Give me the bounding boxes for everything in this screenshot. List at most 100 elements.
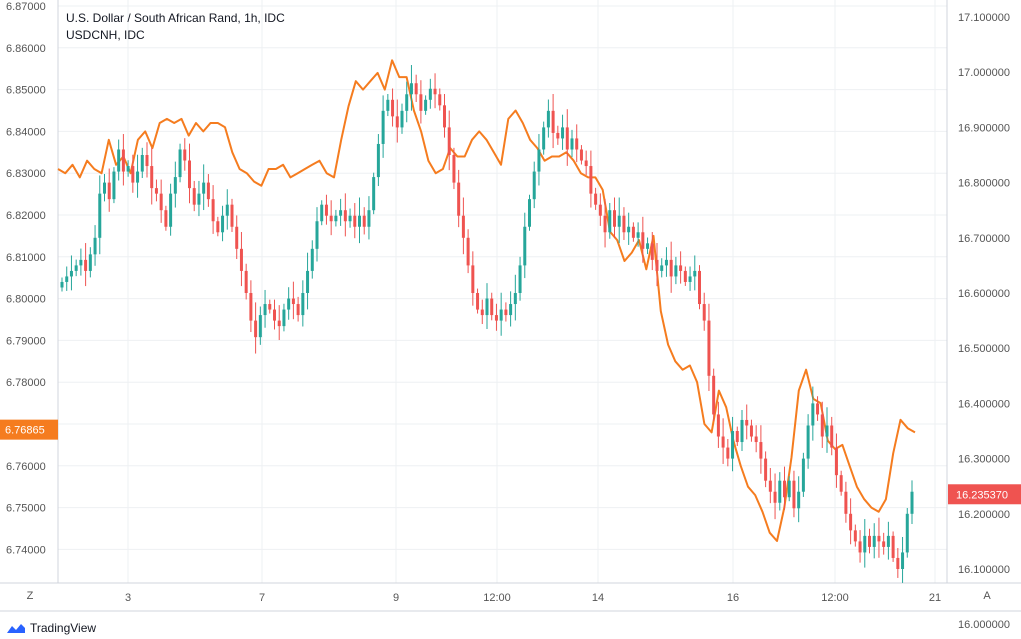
- right-tick-label: 16.700000: [958, 233, 1010, 245]
- candle-body: [438, 94, 442, 106]
- candle-body: [896, 557, 900, 569]
- candle-body: [84, 259, 88, 271]
- candle-body: [735, 431, 739, 443]
- candle-body: [235, 226, 239, 249]
- candle-body: [343, 210, 347, 222]
- candle-body: [504, 309, 508, 316]
- left-last-value-label: 6.76865: [5, 425, 45, 437]
- candle-body: [452, 155, 456, 183]
- right-tick-label: 16.400000: [958, 398, 1010, 410]
- candle-body: [693, 270, 697, 277]
- candle-body: [216, 221, 220, 233]
- chart-title: U.S. Dollar / South African Rand, 1h, ID…: [66, 11, 285, 25]
- candle-body: [759, 442, 763, 459]
- candle-body: [561, 127, 565, 139]
- candle-body: [683, 270, 687, 282]
- candle-body: [575, 138, 579, 150]
- candle-body: [664, 259, 668, 266]
- right-price-axis[interactable]: 17.100000 17.000000 16.900000 16.800000 16.7…: [958, 12, 1010, 631]
- candle-body: [636, 232, 640, 238]
- left-tick-label: 6.81000: [6, 252, 46, 264]
- candle-body: [494, 315, 498, 321]
- left-tick-label: 6.76000: [6, 461, 46, 473]
- left-axis-auto-button[interactable]: Z: [26, 590, 34, 602]
- candle-body: [471, 265, 475, 293]
- candle-body: [206, 182, 210, 200]
- candle-body: [74, 265, 78, 271]
- candle-body: [660, 265, 664, 271]
- time-axis[interactable]: 3 7 9 12:00 14 16 12:00 21: [125, 592, 941, 604]
- candle-body: [844, 491, 848, 514]
- candle-body: [485, 298, 489, 316]
- left-tick-label: 6.87000: [6, 1, 46, 13]
- candle-body: [447, 127, 451, 155]
- candle-body: [570, 138, 574, 150]
- candle-body: [754, 436, 758, 443]
- candle-body: [282, 309, 286, 327]
- candle-body: [367, 210, 371, 227]
- candle-body: [287, 298, 291, 310]
- candle-body: [131, 166, 135, 183]
- candle-body: [306, 270, 310, 293]
- candle-body: [358, 215, 361, 227]
- candle-body: [315, 221, 319, 249]
- candle-body: [773, 491, 777, 503]
- x-tick-label: 16: [727, 592, 739, 604]
- candle-body: [164, 210, 168, 227]
- candle-body: [334, 215, 338, 222]
- candle-body: [532, 171, 536, 200]
- left-tick-label: 6.75000: [6, 503, 46, 515]
- right-axis-auto-button[interactable]: A: [983, 590, 991, 602]
- candle-body: [863, 535, 867, 553]
- left-price-axis[interactable]: 6.87000 6.86000 6.85000 6.84000 6.83000 6.820…: [6, 1, 46, 556]
- chart-grid: [58, 0, 947, 583]
- candle-body: [778, 480, 782, 503]
- candle-body: [811, 403, 815, 426]
- right-tick-label: 16.200000: [958, 509, 1010, 521]
- candle-body: [707, 320, 711, 376]
- candle-body: [296, 304, 300, 316]
- candle-body: [617, 215, 621, 227]
- right-last-value-label: 16.235370: [956, 489, 1008, 501]
- candle-body: [669, 259, 673, 277]
- usdzar-candles: [60, 65, 914, 583]
- candle-body: [273, 309, 276, 321]
- candle-body: [806, 425, 810, 459]
- candle-body: [409, 83, 413, 95]
- candle-body: [154, 188, 158, 194]
- right-tick-label: 16.600000: [958, 288, 1010, 300]
- compare-symbol-label: USDCNH, IDC: [66, 28, 145, 42]
- candle-body: [901, 552, 905, 569]
- candle-body: [381, 110, 385, 144]
- candle-body: [400, 110, 404, 128]
- candle-body: [126, 166, 130, 172]
- candle-body: [698, 270, 701, 305]
- candle-body: [650, 243, 654, 260]
- candle-body: [188, 160, 191, 189]
- candle-body: [428, 88, 432, 100]
- candle-body: [225, 204, 229, 216]
- candle-body: [197, 193, 201, 205]
- candle-body: [140, 155, 144, 172]
- candle-body: [783, 480, 786, 498]
- usdcnh-compare-series: [57, 59, 916, 542]
- candle-body: [414, 83, 418, 95]
- x-tick-label: 14: [592, 592, 604, 604]
- axis-frame: [0, 0, 1021, 612]
- tradingview-logo[interactable]: TradingView: [4, 618, 96, 638]
- candle-body: [60, 281, 64, 288]
- candle-body: [528, 199, 531, 227]
- candle-body: [834, 447, 838, 476]
- candle-body: [192, 188, 196, 205]
- candle-body: [480, 309, 484, 316]
- candle-body: [608, 210, 612, 233]
- candle-body: [886, 535, 890, 547]
- candle-body: [291, 298, 295, 305]
- candle-body: [712, 375, 716, 415]
- candle-body: [891, 535, 895, 558]
- candle-body: [674, 265, 678, 277]
- candle-body: [79, 259, 83, 266]
- left-tick-label: 6.80000: [6, 294, 46, 306]
- right-tick-label: 16.800000: [958, 178, 1010, 190]
